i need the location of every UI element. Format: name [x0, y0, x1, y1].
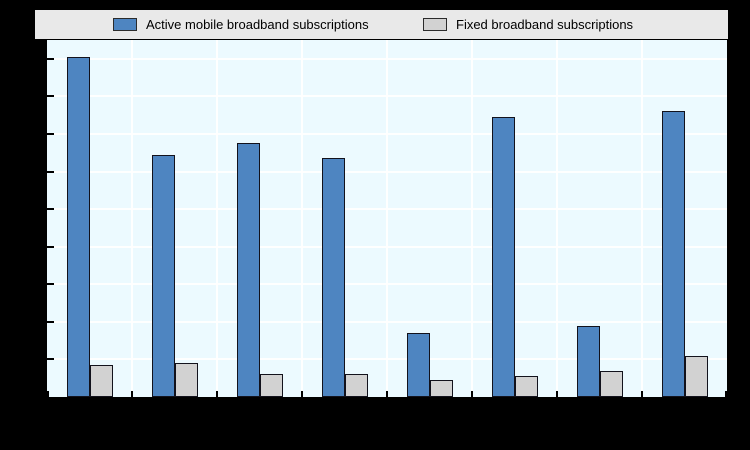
bar-fixed-7: [684, 355, 708, 397]
y-axis-tick: [47, 358, 54, 361]
y-axis-tick: [47, 320, 54, 323]
legend-label-active-mobile: Active mobile broadband subscriptions: [146, 17, 369, 32]
v-gridline: [641, 40, 643, 397]
bar-fixed-2: [259, 374, 283, 397]
x-axis-tick: [131, 391, 133, 397]
bar-active-mobile-6: [576, 325, 600, 397]
v-gridline: [301, 40, 303, 397]
bar-active-mobile-0: [66, 56, 90, 397]
bar-fixed-4: [429, 380, 453, 397]
x-axis-tick: [641, 391, 643, 397]
v-gridline: [556, 40, 558, 397]
y-axis-tick: [47, 132, 54, 135]
y-axis-tick: [47, 57, 54, 60]
x-axis-tick: [301, 391, 303, 397]
legend-item-fixed: Fixed broadband subscriptions: [423, 10, 633, 39]
x-axis-tick: [471, 391, 473, 397]
bar-active-mobile-2: [236, 143, 260, 397]
x-axis-tick: [386, 391, 388, 397]
legend-swatch-fixed: [423, 18, 447, 31]
x-axis-tick: [216, 391, 218, 397]
bar-fixed-6: [599, 370, 623, 397]
v-gridline: [216, 40, 218, 397]
v-gridline: [471, 40, 473, 397]
y-axis-tick: [47, 208, 54, 211]
legend-item-active-mobile: Active mobile broadband subscriptions: [113, 10, 369, 39]
bar-active-mobile-4: [406, 333, 430, 397]
y-axis-tick: [47, 95, 54, 98]
v-gridline: [386, 40, 388, 397]
bar-active-mobile-5: [491, 117, 515, 397]
bar-fixed-1: [174, 363, 198, 397]
x-axis-tick: [556, 391, 558, 397]
chart-legend: Active mobile broadband subscriptions Fi…: [35, 10, 728, 39]
bar-active-mobile-1: [151, 154, 175, 397]
v-gridline: [131, 40, 133, 397]
bar-fixed-3: [344, 374, 368, 397]
y-axis-tick: [47, 245, 54, 248]
bar-fixed-5: [514, 376, 538, 397]
x-axis-tick: [47, 391, 49, 397]
legend-label-fixed: Fixed broadband subscriptions: [456, 17, 634, 32]
plot-area: [47, 40, 727, 397]
y-axis-tick: [47, 283, 54, 286]
x-axis-tick: [725, 391, 727, 397]
bar-active-mobile-7: [661, 111, 685, 397]
bar-active-mobile-3: [321, 158, 345, 397]
y-axis-tick: [47, 170, 54, 173]
legend-swatch-active-mobile: [113, 18, 137, 31]
bar-fixed-0: [89, 365, 113, 397]
